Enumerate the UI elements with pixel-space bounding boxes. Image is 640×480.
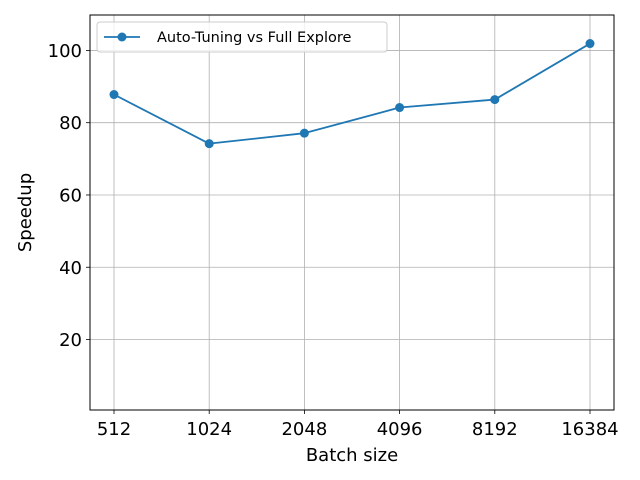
y-tick-label: 40 [59,258,82,279]
data-point [109,90,119,100]
x-axis-label: Batch size [306,445,398,466]
y-tick-label: 60 [59,185,82,206]
y-axis-label: Speedup [15,173,36,252]
legend-box [96,21,388,53]
data-point [490,95,500,105]
x-axis-ticks: 512 1024 2048 4096 8192 16384 [97,410,619,440]
y-axis-ticks: 20 40 60 80 100 [48,41,90,351]
x-tick-label: 16384 [561,419,618,440]
legend: Auto-Tuning vs Full Explore [96,21,388,53]
y-tick-label: 80 [59,113,82,134]
plot-frame [89,14,615,411]
data-point [395,103,405,113]
x-tick-label: 4096 [377,419,423,440]
x-tick-label: 512 [97,419,131,440]
x-tick-label: 8192 [472,419,518,440]
data-point [299,128,309,138]
series-layer [109,39,595,149]
x-tick-label: 2048 [281,419,327,440]
data-point [204,139,214,149]
legend-label: Auto-Tuning vs Full Explore [157,30,352,46]
y-tick-label: 100 [48,41,82,62]
plot-area [90,15,614,410]
y-tick-label: 20 [59,330,82,351]
series-line [113,42,591,145]
legend-marker-swatch [117,32,127,42]
data-point [585,39,595,49]
x-tick-label: 1024 [186,419,232,440]
